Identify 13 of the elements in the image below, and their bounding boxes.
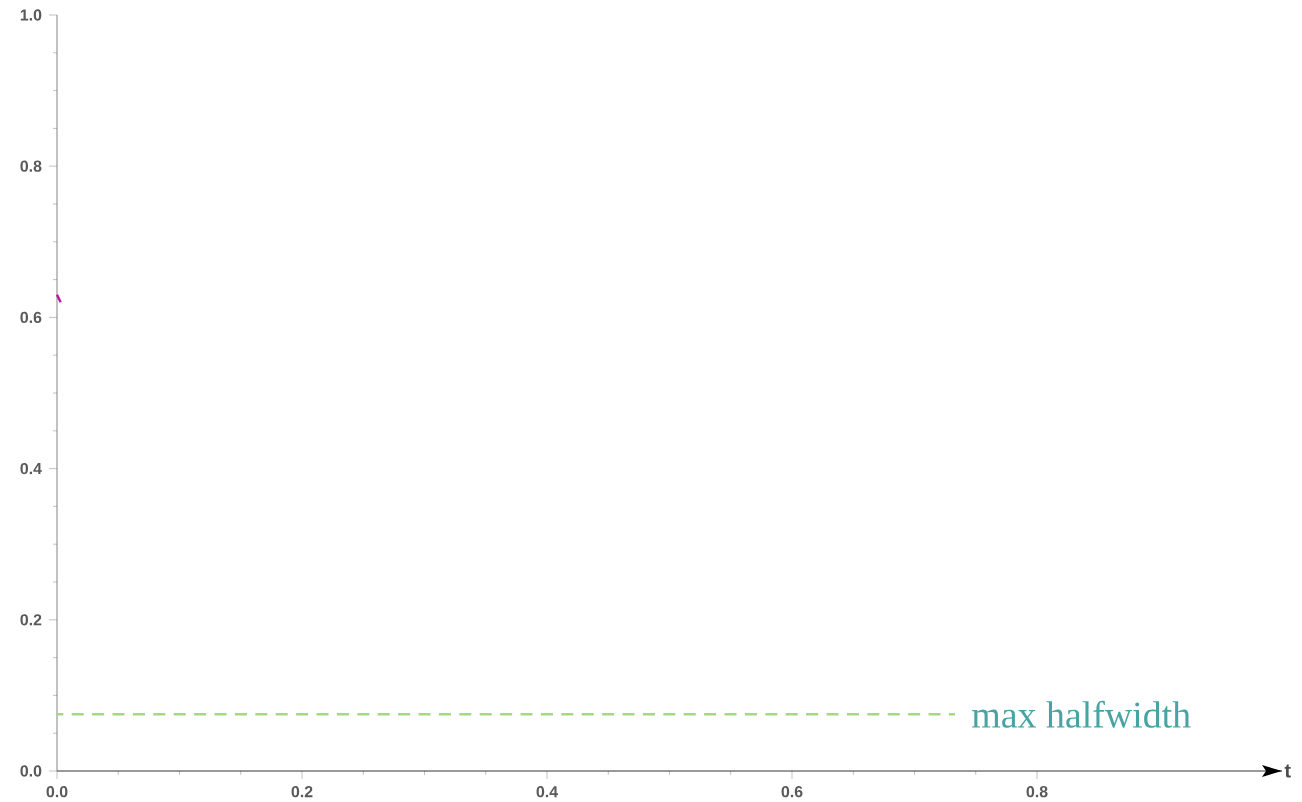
y-tick-label: 0.6 [20, 311, 42, 324]
series-label: max halfwidth [972, 700, 1191, 728]
y-tick-label: 0.0 [20, 765, 42, 777]
x-tick-label: 0.2 [291, 786, 313, 798]
x-tick-label: 0.0 [46, 786, 68, 798]
y-tick-label: 0.4 [20, 462, 42, 475]
x-tick-label: 0.8 [1026, 786, 1048, 798]
y-tick-label: 1.0 [20, 9, 42, 21]
x-tick-label: 0.4 [536, 786, 558, 798]
y-tick-label: 0.8 [20, 160, 42, 172]
x-axis-title: t [1284, 764, 1291, 778]
y-tick-label: 0.2 [20, 614, 42, 626]
x-tick-label: 0.6 [781, 786, 803, 798]
